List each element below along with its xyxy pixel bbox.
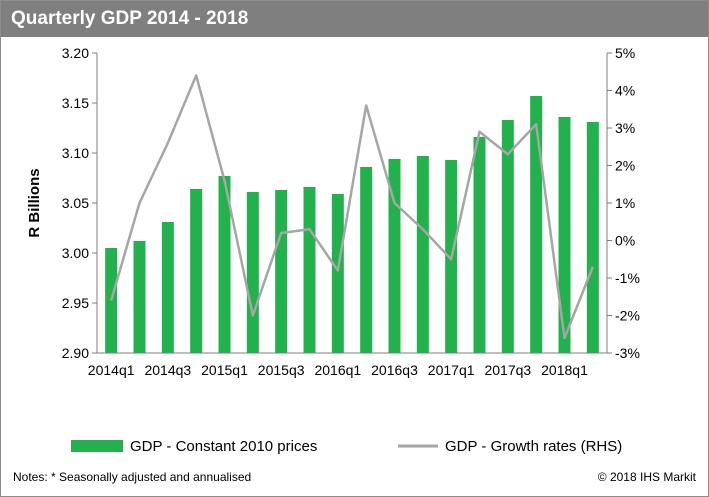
x-tick-label: 2017q1 bbox=[428, 362, 475, 378]
line-series bbox=[109, 74, 594, 340]
chart-title: Quarterly GDP 2014 - 2018 bbox=[11, 8, 249, 29]
x-tick-label: 2018q1 bbox=[541, 362, 588, 378]
left-tick-label: 3.15 bbox=[62, 95, 89, 111]
x-tick-label: 2015q1 bbox=[201, 362, 248, 378]
left-tick-label: 2.95 bbox=[62, 295, 89, 311]
gdp-bar bbox=[161, 222, 174, 353]
gdp-bar bbox=[558, 117, 571, 353]
gdp-bar bbox=[246, 192, 259, 353]
right-tick-label: 3% bbox=[615, 120, 635, 136]
legend-line-label: GDP - Growth rates (RHS) bbox=[445, 438, 622, 455]
left-tick-label: 3.00 bbox=[62, 245, 89, 261]
right-tick-label: 5% bbox=[615, 45, 635, 61]
gdp-bar bbox=[416, 156, 429, 353]
right-tick-label: -3% bbox=[615, 345, 640, 361]
x-tick-label: 2016q3 bbox=[371, 362, 418, 378]
gdp-bar bbox=[501, 120, 514, 353]
x-tick-label: 2017q3 bbox=[484, 362, 531, 378]
gdp-bar bbox=[218, 176, 231, 353]
right-tick-label: 1% bbox=[615, 195, 635, 211]
gdp-chart: R Billions 2.902.953.003.053.103.153.20 … bbox=[26, 45, 640, 455]
right-axis-ticks: -3% -2% -1% 0% 1% 2% 3% 4% 5% bbox=[607, 45, 640, 361]
title-bar: Quarterly GDP 2014 - 2018 bbox=[1, 1, 708, 37]
left-tick-label: 3.10 bbox=[62, 145, 89, 161]
legend: GDP - Constant 2010 prices GDP - Growth … bbox=[71, 438, 622, 455]
right-tick-label: 0% bbox=[615, 233, 635, 249]
gdp-bar bbox=[388, 159, 401, 353]
right-tick-label: 4% bbox=[615, 83, 635, 99]
x-axis-ticks: 2014q1 2014q3 2015q1 2015q3 2016q1 2016q3 2017… bbox=[88, 362, 588, 378]
right-tick-label: 2% bbox=[615, 158, 635, 174]
left-tick-label: 3.20 bbox=[62, 45, 89, 61]
x-tick-label: 2014q3 bbox=[144, 362, 191, 378]
left-tick-label: 3.05 bbox=[62, 195, 89, 211]
gdp-bar bbox=[530, 96, 543, 353]
x-tick-label: 2014q1 bbox=[88, 362, 135, 378]
gdp-bar bbox=[331, 194, 344, 353]
footnote: Notes: * Seasonally adjusted and annuali… bbox=[13, 470, 252, 484]
legend-bar-swatch bbox=[71, 440, 123, 452]
legend-bar-label: GDP - Constant 2010 prices bbox=[130, 438, 317, 455]
left-axis-ticks: 2.90 2.95 3.00 3.05 3.10 3.15 3.20 bbox=[62, 45, 97, 361]
gdp-bar bbox=[133, 241, 146, 353]
gdp-bar bbox=[275, 190, 288, 353]
gdp-bar bbox=[473, 137, 486, 353]
gdp-bar bbox=[360, 167, 373, 353]
gdp-bar bbox=[190, 189, 203, 353]
growth-rate-line bbox=[109, 74, 594, 340]
y-axis-label: R Billions bbox=[26, 168, 43, 237]
x-tick-label: 2015q3 bbox=[258, 362, 305, 378]
left-tick-label: 2.90 bbox=[62, 345, 89, 361]
right-tick-label: -2% bbox=[615, 308, 640, 324]
copyright: © 2018 IHS Markit bbox=[597, 470, 696, 484]
gdp-bar bbox=[586, 122, 599, 353]
gdp-bar bbox=[303, 187, 316, 353]
x-tick-label: 2016q1 bbox=[314, 362, 361, 378]
right-tick-label: -1% bbox=[615, 270, 640, 286]
